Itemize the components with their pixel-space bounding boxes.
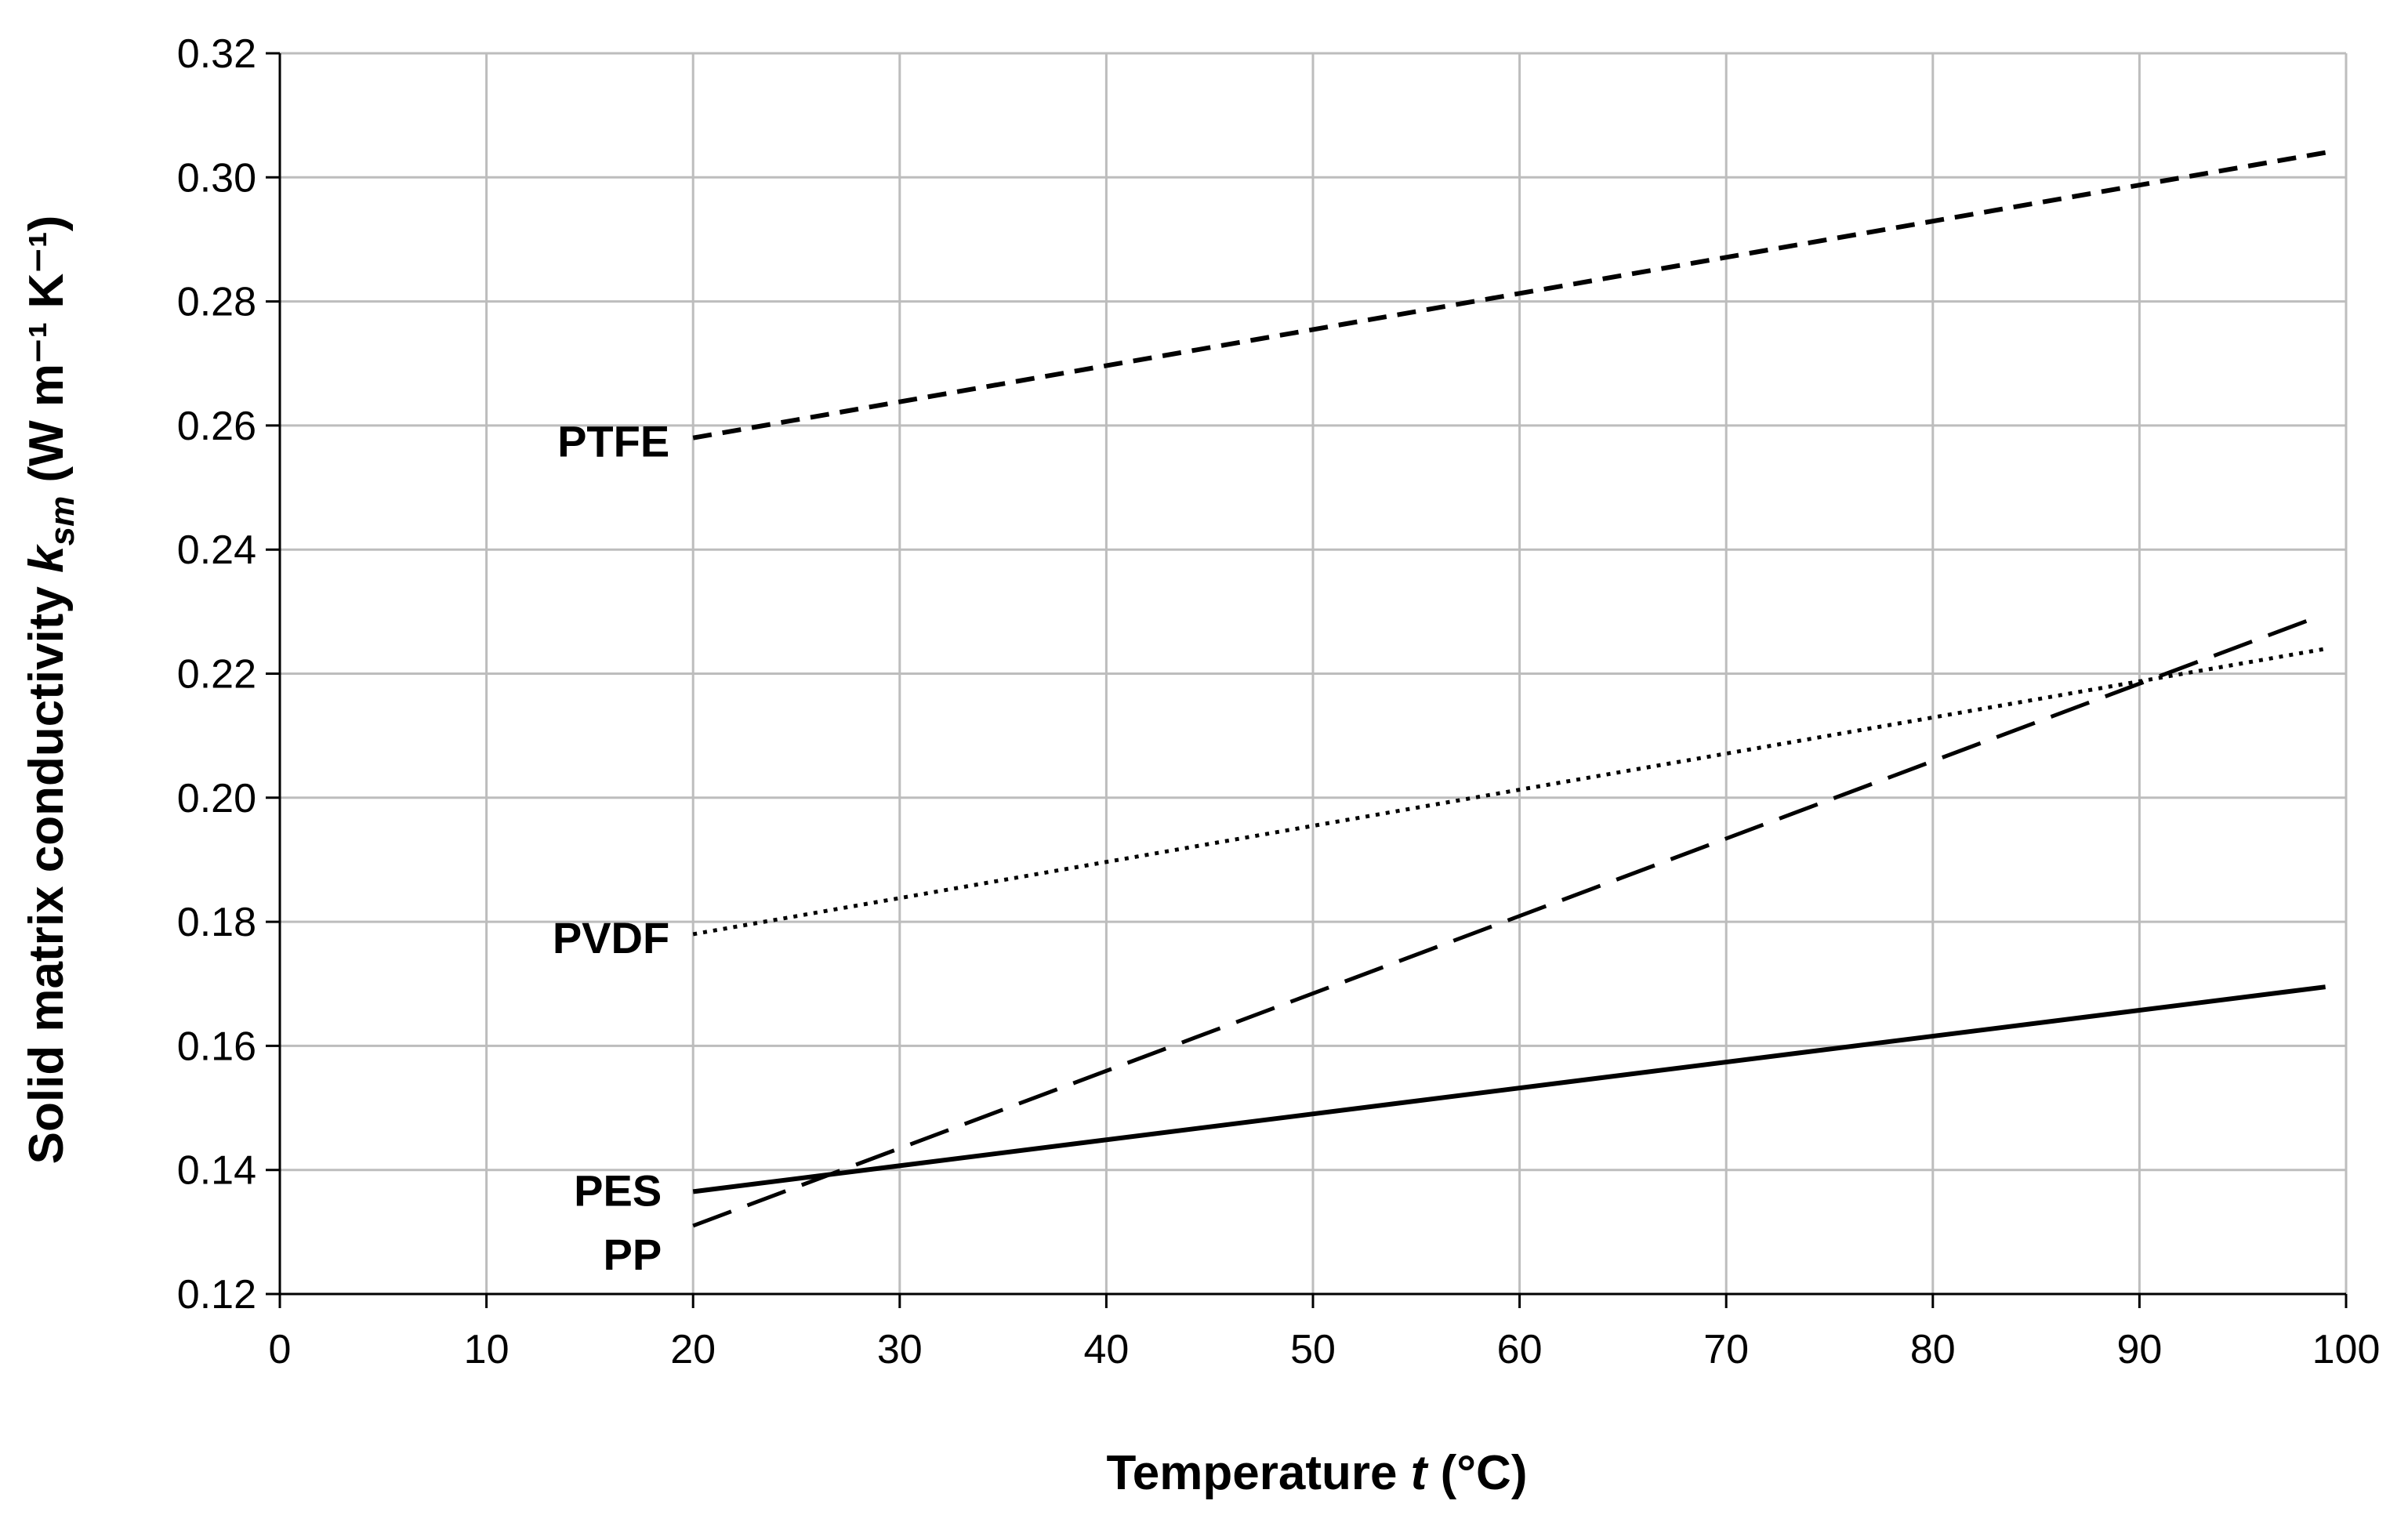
- y-tick-label: 0.22: [177, 652, 256, 698]
- y-tick-label: 0.28: [177, 280, 256, 325]
- x-tick-label: 90: [2116, 1327, 2162, 1372]
- series-label-pp: PP: [603, 1230, 662, 1279]
- x-ticks: 0 10 20 30 40 50 60 70 80 90 100: [269, 1294, 2381, 1372]
- series-label-ptfe: PTFE: [557, 417, 669, 466]
- y-tick-label: 0.18: [177, 900, 256, 945]
- x-tick-label: 20: [670, 1327, 716, 1372]
- y-ticks: 0.12 0.14 0.16 0.18 0.20 0.22 0.24 0.26 0.28 0.30…: [177, 31, 280, 1318]
- x-tick-label: 30: [877, 1327, 923, 1372]
- series-label-pes: PES: [574, 1165, 662, 1215]
- series-lines: [692, 150, 2326, 1228]
- y-tick-label: 0.26: [177, 404, 256, 449]
- y-tick-label: 0.24: [177, 527, 256, 573]
- x-tick-label: 50: [1290, 1327, 1336, 1372]
- y-tick-label: 0.30: [177, 155, 256, 201]
- series-line-pes: [692, 984, 2326, 1194]
- x-tick-label: 40: [1083, 1327, 1129, 1372]
- grid: [280, 52, 2348, 1294]
- y-axis-title: Solid matrix conductivity ksm (W m⁻¹ K⁻¹…: [20, 216, 82, 1165]
- series-label-pvdf: PVDF: [553, 913, 669, 962]
- y-tick-label: 0.12: [177, 1272, 256, 1318]
- x-tick-label: 80: [1910, 1327, 1956, 1372]
- x-tick-label: 70: [1703, 1327, 1749, 1372]
- x-tick-label: 60: [1497, 1327, 1543, 1372]
- y-tick-label: 0.14: [177, 1148, 256, 1194]
- x-axis-title: Temperature t (°C): [1107, 1446, 1528, 1500]
- y-tick-label: 0.20: [177, 776, 256, 821]
- x-tick-label: 0: [269, 1327, 292, 1372]
- series-line-ptfe: [692, 150, 2326, 440]
- x-tick-label: 100: [2312, 1327, 2381, 1372]
- x-tick-label: 10: [464, 1327, 510, 1372]
- series-line-pvdf: [692, 647, 2326, 937]
- series-labels: PTFE PVDF PES PP: [553, 417, 669, 1279]
- y-tick-label: 0.16: [177, 1024, 256, 1069]
- y-tick-label: 0.32: [177, 31, 256, 77]
